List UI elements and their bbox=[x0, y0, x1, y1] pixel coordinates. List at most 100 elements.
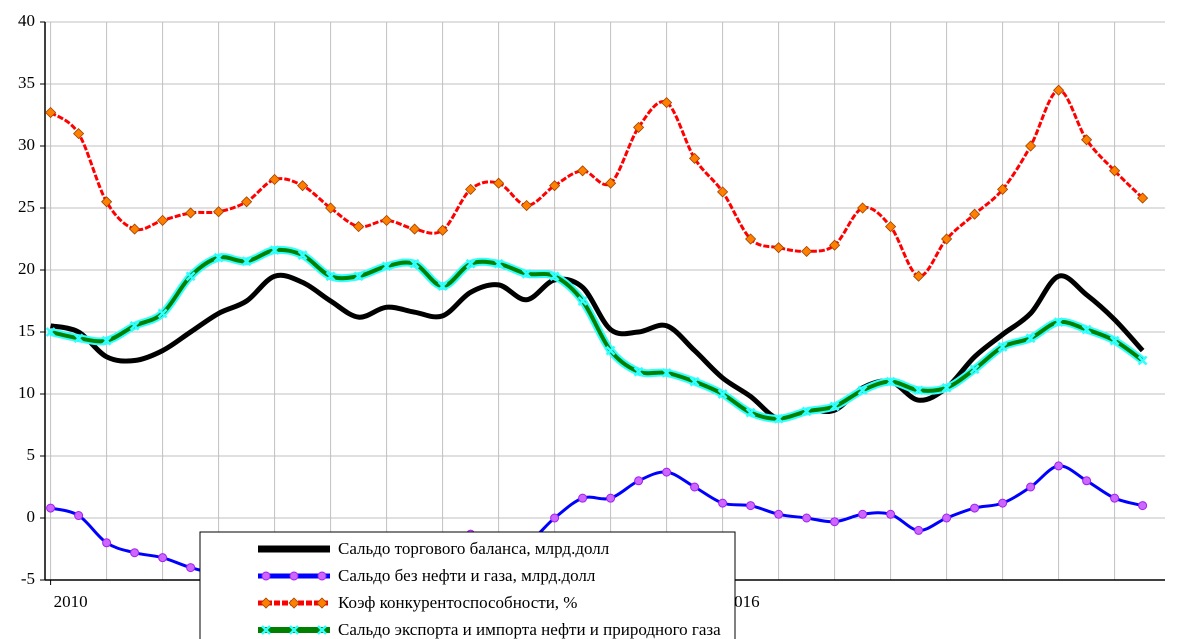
marker bbox=[577, 165, 589, 177]
marker bbox=[157, 308, 168, 319]
marker bbox=[857, 202, 869, 214]
marker bbox=[289, 625, 299, 635]
marker bbox=[381, 214, 393, 226]
marker bbox=[316, 597, 328, 609]
legend-label: Коэф конкурентоспособности, % bbox=[338, 593, 577, 612]
marker bbox=[801, 406, 812, 417]
marker bbox=[1025, 140, 1037, 152]
marker bbox=[102, 538, 112, 548]
marker bbox=[857, 385, 868, 396]
marker bbox=[1138, 501, 1148, 511]
marker bbox=[829, 239, 841, 251]
marker bbox=[942, 513, 952, 523]
marker bbox=[970, 503, 980, 513]
marker bbox=[493, 177, 505, 189]
marker bbox=[465, 183, 477, 195]
marker bbox=[409, 223, 421, 235]
y-tick-label: 30 bbox=[18, 135, 35, 154]
marker bbox=[633, 366, 644, 377]
marker bbox=[605, 177, 617, 189]
marker bbox=[718, 498, 728, 508]
marker bbox=[45, 106, 57, 119]
marker bbox=[717, 389, 728, 399]
series-line bbox=[50, 272, 1145, 422]
marker bbox=[297, 250, 308, 261]
marker bbox=[261, 625, 271, 635]
marker bbox=[493, 258, 504, 269]
y-tick-label: 40 bbox=[18, 11, 35, 30]
marker bbox=[325, 202, 337, 214]
marker bbox=[689, 152, 701, 164]
marker bbox=[578, 493, 588, 503]
marker bbox=[606, 493, 616, 503]
marker bbox=[158, 553, 168, 563]
marker bbox=[325, 271, 336, 282]
legend-label: Сальдо без нефти и газа, млрд.долл bbox=[338, 566, 596, 585]
series-halo bbox=[49, 245, 1145, 423]
marker bbox=[774, 509, 784, 519]
marker bbox=[129, 320, 140, 331]
y-tick-label: 35 bbox=[18, 73, 35, 92]
legend-label: Сальдо торгового баланса, млрд.долл bbox=[338, 539, 610, 558]
marker bbox=[661, 97, 673, 109]
marker bbox=[465, 258, 476, 269]
marker bbox=[745, 233, 757, 245]
marker bbox=[941, 382, 952, 393]
marker bbox=[1053, 317, 1064, 327]
marker bbox=[941, 233, 953, 245]
marker bbox=[969, 208, 981, 220]
marker bbox=[241, 256, 252, 267]
marker bbox=[1137, 355, 1148, 366]
marker bbox=[886, 509, 896, 519]
marker bbox=[186, 563, 196, 573]
marker bbox=[317, 571, 327, 581]
marker bbox=[1081, 324, 1092, 335]
marker bbox=[269, 173, 281, 186]
marker bbox=[260, 597, 272, 609]
marker bbox=[549, 180, 561, 192]
marker bbox=[633, 121, 645, 133]
marker bbox=[297, 180, 309, 192]
marker bbox=[129, 223, 141, 235]
marker bbox=[1109, 335, 1120, 346]
marker bbox=[913, 385, 924, 396]
marker bbox=[717, 186, 729, 198]
marker bbox=[1081, 134, 1093, 146]
y-tick-label: -5 bbox=[21, 569, 35, 588]
series-line bbox=[50, 247, 1144, 421]
marker bbox=[885, 221, 897, 233]
marker bbox=[1053, 84, 1065, 96]
marker bbox=[437, 281, 448, 292]
marker bbox=[409, 258, 420, 269]
marker bbox=[353, 221, 365, 233]
x-tick-label: 2010 bbox=[54, 592, 88, 611]
marker bbox=[745, 407, 756, 418]
marker bbox=[549, 271, 560, 282]
marker bbox=[997, 341, 1008, 352]
marker bbox=[288, 597, 300, 609]
marker bbox=[213, 252, 224, 263]
marker bbox=[101, 335, 112, 346]
marker bbox=[689, 376, 700, 387]
marker bbox=[829, 401, 840, 412]
marker bbox=[101, 196, 113, 208]
marker bbox=[1025, 333, 1036, 344]
marker bbox=[261, 571, 271, 581]
marker bbox=[746, 501, 756, 511]
marker bbox=[241, 196, 253, 208]
legend: Сальдо торгового баланса, млрд.долл Сальд… bbox=[199, 531, 736, 639]
y-tick-label: 5 bbox=[27, 445, 36, 464]
marker bbox=[289, 571, 299, 581]
marker bbox=[997, 183, 1009, 195]
marker bbox=[690, 482, 700, 492]
marker bbox=[969, 364, 980, 375]
legend-label: Сальдо экспорта и импорта нефти и природ… bbox=[338, 620, 721, 639]
marker bbox=[577, 296, 588, 306]
marker bbox=[802, 513, 812, 523]
marker bbox=[773, 242, 785, 254]
marker bbox=[269, 245, 280, 256]
marker bbox=[1110, 493, 1120, 503]
marker bbox=[353, 271, 364, 282]
marker bbox=[45, 327, 56, 337]
